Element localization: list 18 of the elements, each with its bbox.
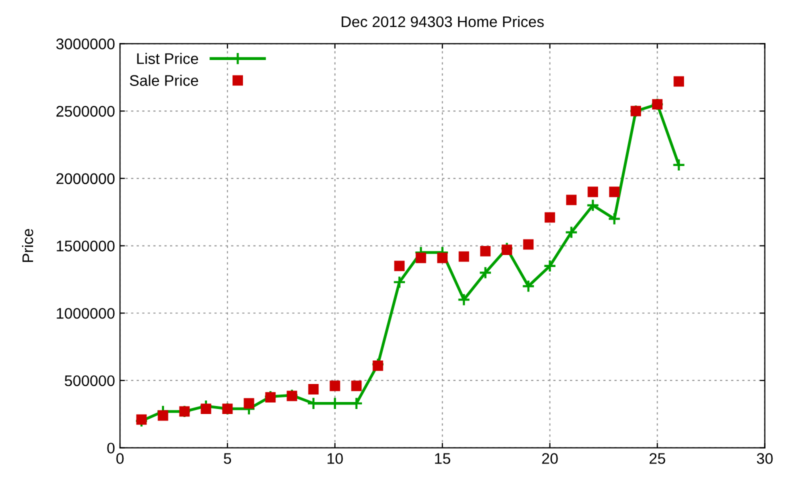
x-tick-label: 10 — [328, 453, 343, 464]
y-axis-title: Price — [22, 229, 34, 262]
chart-title: Dec 2012 94303 Home Prices — [342, 16, 544, 28]
x-tick-label: 5 — [224, 453, 232, 464]
y-tick-label: 1500000 — [56, 240, 115, 252]
legend-label: Sale Price — [130, 74, 198, 86]
y-tick-label: 500000 — [64, 375, 115, 386]
y-tick-label: 2500000 — [56, 106, 115, 117]
x-tick-label: 0 — [116, 453, 124, 464]
legend-label: List Price — [137, 52, 198, 64]
y-tick-label: 2000000 — [56, 173, 115, 184]
y-tick-label: 0 — [107, 442, 115, 454]
x-tick-label: 15 — [435, 453, 450, 464]
x-tick-label: 25 — [650, 453, 666, 464]
y-tick-label: 3000000 — [56, 38, 115, 50]
x-tick-label: 20 — [542, 453, 558, 464]
x-tick-label: 30 — [756, 453, 773, 464]
y-tick-label: 1000000 — [56, 308, 115, 319]
